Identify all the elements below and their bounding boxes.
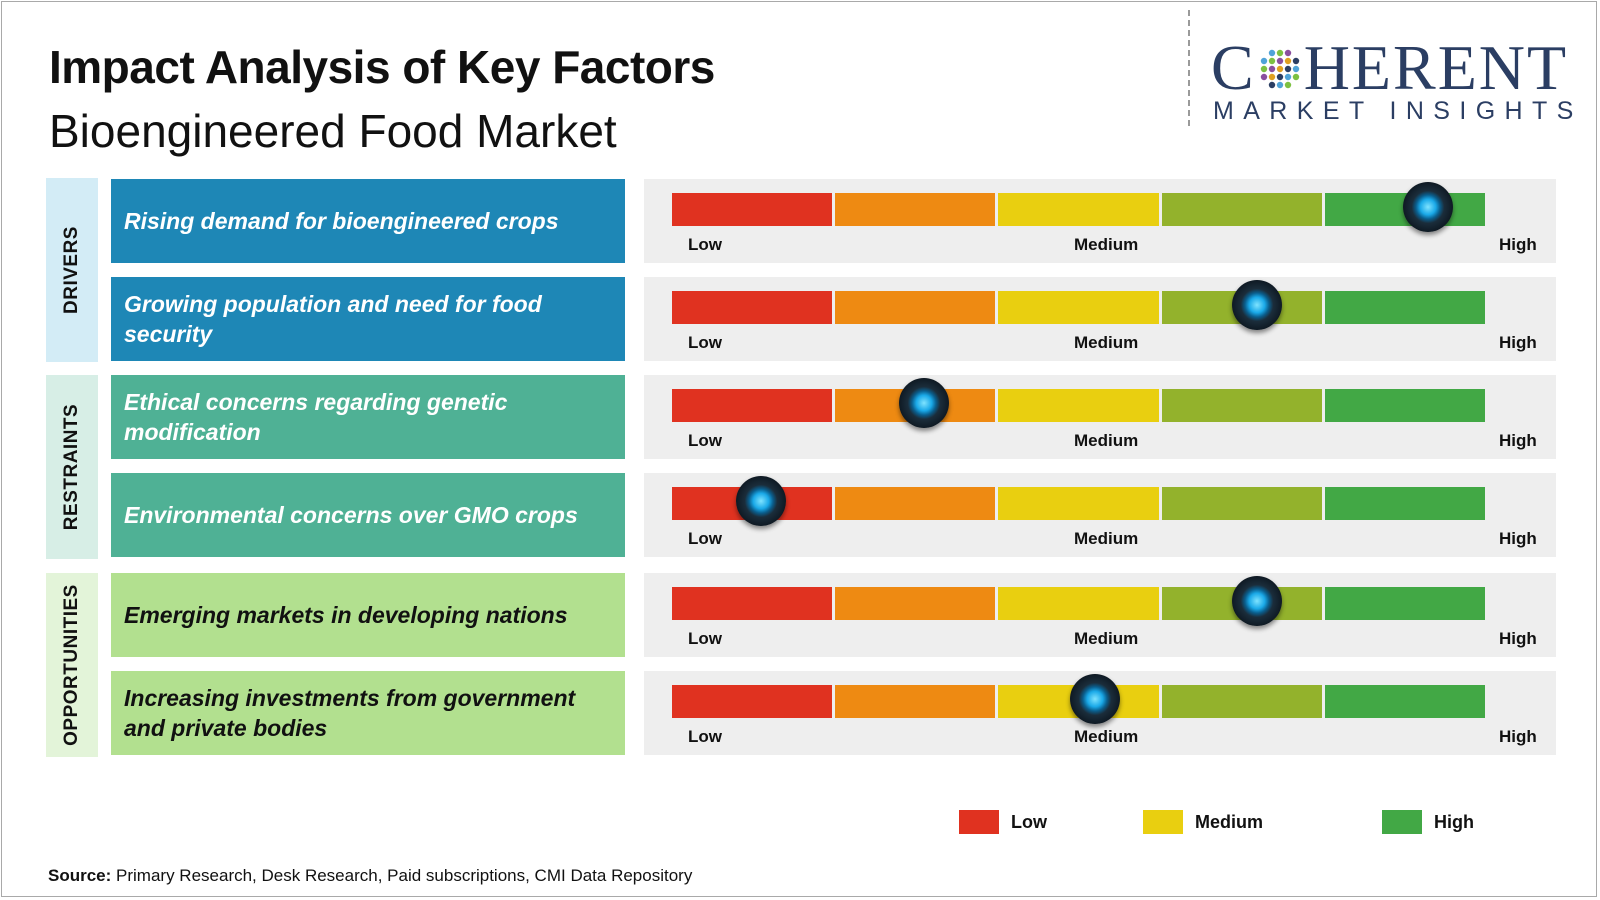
gauge-segment — [672, 685, 833, 718]
gauge-segment — [998, 291, 1159, 324]
gauge-segment — [1161, 389, 1322, 422]
scale-label-low: Low — [688, 333, 722, 352]
gauge-bar — [672, 587, 1486, 620]
source-label: Source: — [48, 866, 112, 885]
chart-title: Impact Analysis of Key Factors — [49, 41, 715, 93]
category-label: RESTRAINTS — [61, 403, 82, 531]
scale-label-low: Low — [688, 235, 722, 254]
legend-label: Medium — [1195, 811, 1264, 832]
gauge-segment — [835, 193, 996, 226]
legend-swatch — [959, 810, 999, 834]
gauge-segment — [998, 389, 1159, 422]
gauge-segment — [1161, 193, 1322, 226]
logo-divider — [1188, 10, 1190, 126]
logo-subtitle: MARKET INSIGHTS — [1213, 97, 1583, 125]
impact-marker — [1232, 280, 1283, 330]
scale-label-high: High — [1499, 727, 1537, 746]
scale-label-medium: Medium — [1074, 529, 1139, 548]
impact-gauge: Low Medium High — [644, 277, 1556, 361]
gauge-segment — [1324, 291, 1486, 324]
gauge-bar — [672, 487, 1486, 520]
gauge-bar — [672, 193, 1486, 226]
factor-label: Growing population and need for food sec… — [111, 277, 625, 361]
impact-marker — [1069, 674, 1120, 724]
factor-label: Rising demand for bioengineered crops — [111, 179, 625, 263]
category-label: OPPORTUNITIES — [61, 584, 82, 746]
scale-label-medium: Medium — [1074, 235, 1139, 254]
gauge-segment — [672, 193, 833, 226]
category-drivers: DRIVERS — [46, 178, 98, 362]
gauge-segment — [835, 487, 996, 520]
company-logo: C HERENT — [1211, 36, 1568, 100]
factor-label: Ethical concerns regarding genetic modif… — [111, 375, 625, 459]
gauge-segment — [835, 685, 996, 718]
gauge-segment — [1324, 487, 1486, 520]
legend-item-low: Low — [959, 810, 1047, 834]
scale-label-medium: Medium — [1074, 333, 1139, 352]
scale-label-high: High — [1499, 431, 1537, 450]
gauge-segment — [835, 587, 996, 620]
legend-swatch — [1382, 810, 1422, 834]
scale-label-low: Low — [688, 727, 722, 746]
legend-label: Low — [1011, 811, 1047, 832]
impact-marker — [1403, 182, 1454, 232]
gauge-segment — [998, 587, 1159, 620]
factor-label: Environmental concerns over GMO crops — [111, 473, 625, 557]
factor-label: Emerging markets in developing nations — [111, 573, 625, 657]
gauge-segment — [1161, 487, 1322, 520]
scale-label-medium: Medium — [1074, 727, 1139, 746]
scale-label-medium: Medium — [1074, 431, 1139, 450]
impact-gauge: Low Medium High — [644, 375, 1556, 459]
gauge-segment — [672, 587, 833, 620]
legend-swatch — [1143, 810, 1183, 834]
gauge-segment — [672, 291, 833, 324]
scale-label-low: Low — [688, 529, 722, 548]
source-text: Primary Research, Desk Research, Paid su… — [111, 866, 693, 885]
scale-label-low: Low — [688, 629, 722, 648]
scale-label-low: Low — [688, 431, 722, 450]
gauge-segment — [835, 291, 996, 324]
logo-dots-icon — [1260, 49, 1299, 89]
gauge-segment — [672, 389, 833, 422]
gauge-segment — [1324, 685, 1486, 718]
scale-label-high: High — [1499, 629, 1537, 648]
legend-item-medium: Medium — [1143, 810, 1263, 834]
impact-gauge: Low Medium High — [644, 179, 1556, 263]
legend-item-high: High — [1382, 810, 1474, 834]
logo-letters-rest: HERENT — [1303, 32, 1569, 103]
gauge-segment — [998, 193, 1159, 226]
scale-label-high: High — [1499, 529, 1537, 548]
impact-gauge: Low Medium High — [644, 671, 1556, 755]
impact-gauge: Low Medium High — [644, 573, 1556, 657]
legend-label: High — [1434, 811, 1474, 832]
category-restraints: RESTRAINTS — [46, 375, 98, 559]
gauge-segment — [1324, 389, 1486, 422]
chart-subtitle: Bioengineered Food Market — [49, 105, 617, 157]
category-label: DRIVERS — [61, 226, 82, 314]
scale-label-high: High — [1499, 235, 1537, 254]
impact-gauge: Low Medium High — [644, 473, 1556, 557]
scale-label-high: High — [1499, 333, 1537, 352]
gauge-segment — [1161, 685, 1322, 718]
gauge-bar — [672, 291, 1486, 324]
scale-label-medium: Medium — [1074, 629, 1139, 648]
gauge-segment — [998, 487, 1159, 520]
category-opportunities: OPPORTUNITIES — [46, 573, 98, 757]
impact-marker — [899, 378, 950, 428]
gauge-segment — [1324, 587, 1486, 620]
impact-marker — [1232, 576, 1283, 626]
gauge-bar — [672, 389, 1486, 422]
source-note: Source: Primary Research, Desk Research,… — [48, 866, 692, 886]
impact-marker — [736, 476, 787, 526]
logo-letter-c: C — [1211, 32, 1256, 103]
factor-label: Increasing investments from government a… — [111, 671, 625, 755]
